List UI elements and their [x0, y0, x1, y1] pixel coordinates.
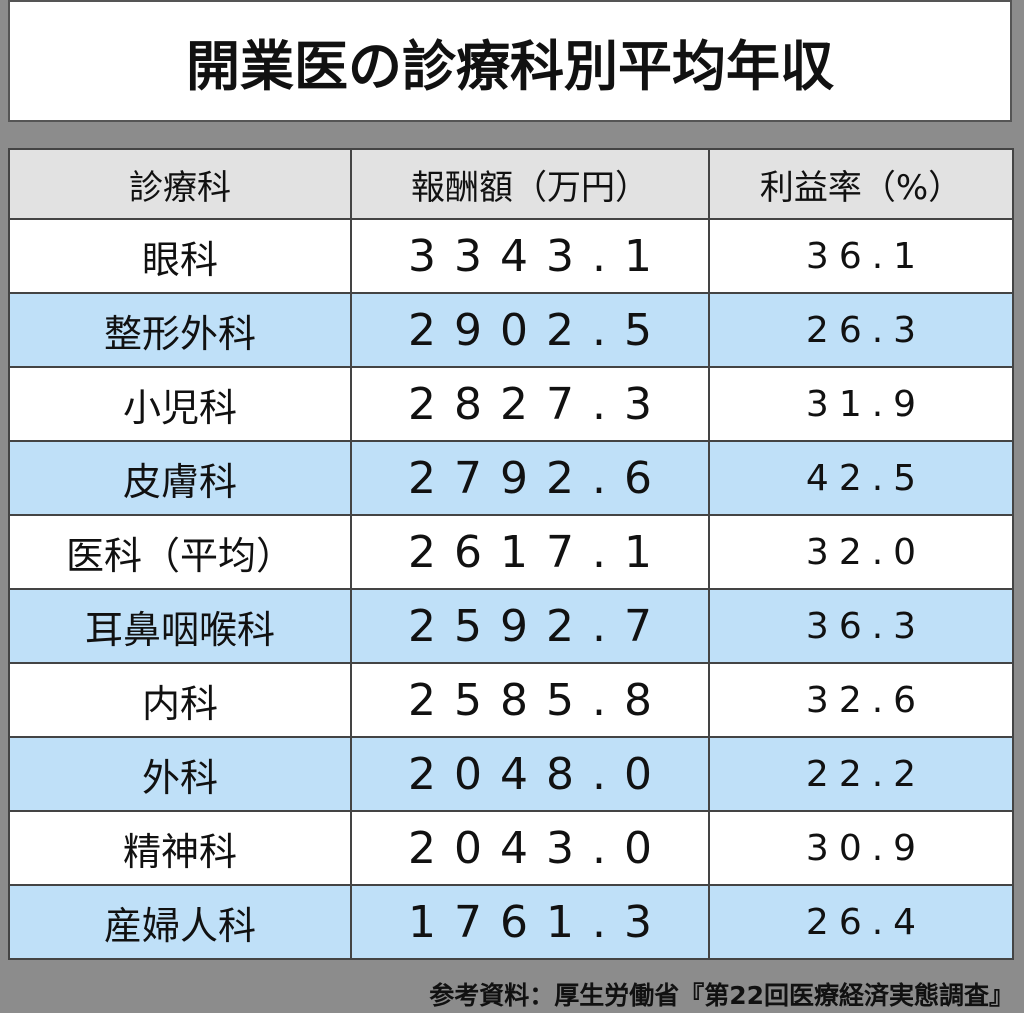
table-cell: 2792.6 — [350, 440, 710, 516]
table-cell: 26.4 — [708, 884, 1014, 960]
table-cell: 3343.1 — [350, 218, 710, 294]
table-cell: 2592.7 — [350, 588, 710, 664]
table-cell: 整形外科 — [8, 292, 352, 368]
table-cell: 1761.3 — [350, 884, 710, 960]
table-row: 眼科 3343.1 36.1 — [8, 218, 1014, 294]
table-cell: 眼科 — [8, 218, 352, 294]
table-cell: 産婦人科 — [8, 884, 352, 960]
table-cell: 2827.3 — [350, 366, 710, 442]
table-row: 外科 2048.0 22.2 — [8, 736, 1014, 812]
table-row: 内科 2585.8 32.6 — [8, 662, 1014, 738]
table-cell: 42.5 — [708, 440, 1014, 516]
table-cell: 皮膚科 — [8, 440, 352, 516]
column-header: 利益率（%） — [708, 148, 1014, 220]
title: 開業医の診療科別平均年収 — [8, 0, 1012, 122]
table-cell: 2902.5 — [350, 292, 710, 368]
table-cell: 22.2 — [708, 736, 1014, 812]
table-cell: 26.3 — [708, 292, 1014, 368]
table-cell: 32.0 — [708, 514, 1014, 590]
table-body: 眼科 3343.1 36.1 整形外科 2902.5 26.3 小児科 2827.3 31.9 皮… — [8, 218, 1014, 960]
table-cell: 内科 — [8, 662, 352, 738]
source-note: 参考資料：厚生労働省『第22回医療経済実態調査』 — [429, 981, 1014, 1010]
table-cell: 精神科 — [8, 810, 352, 886]
table-row: 医科（平均） 2617.1 32.0 — [8, 514, 1014, 590]
table-row: 産婦人科 1761.3 26.4 — [8, 884, 1014, 960]
column-header: 報酬額（万円） — [350, 148, 710, 220]
table-cell: 医科（平均） — [8, 514, 352, 590]
table-cell: 30.9 — [708, 810, 1014, 886]
table: 診療科 報酬額（万円） 利益率（%） 眼科 3343.1 36.1 整形外科 2902.5 2… — [8, 148, 1014, 960]
table-cell: 2617.1 — [350, 514, 710, 590]
table-row: 精神科 2043.0 30.9 — [8, 810, 1014, 886]
table-row: 整形外科 2902.5 26.3 — [8, 292, 1014, 368]
table-cell: 31.9 — [708, 366, 1014, 442]
table-cell: 36.1 — [708, 218, 1014, 294]
table-cell: 2585.8 — [350, 662, 710, 738]
table-row: 小児科 2827.3 31.9 — [8, 366, 1014, 442]
table-row: 耳鼻咽喉科 2592.7 36.3 — [8, 588, 1014, 664]
table-cell: 2043.0 — [350, 810, 710, 886]
table-cell: 耳鼻咽喉科 — [8, 588, 352, 664]
table-cell: 36.3 — [708, 588, 1014, 664]
table-cell: 32.6 — [708, 662, 1014, 738]
column-header: 診療科 — [8, 148, 352, 220]
header-row: 診療科 報酬額（万円） 利益率（%） — [8, 148, 1014, 220]
table-cell: 外科 — [8, 736, 352, 812]
table-cell: 2048.0 — [350, 736, 710, 812]
table-row: 皮膚科 2792.6 42.5 — [8, 440, 1014, 516]
table-cell: 小児科 — [8, 366, 352, 442]
